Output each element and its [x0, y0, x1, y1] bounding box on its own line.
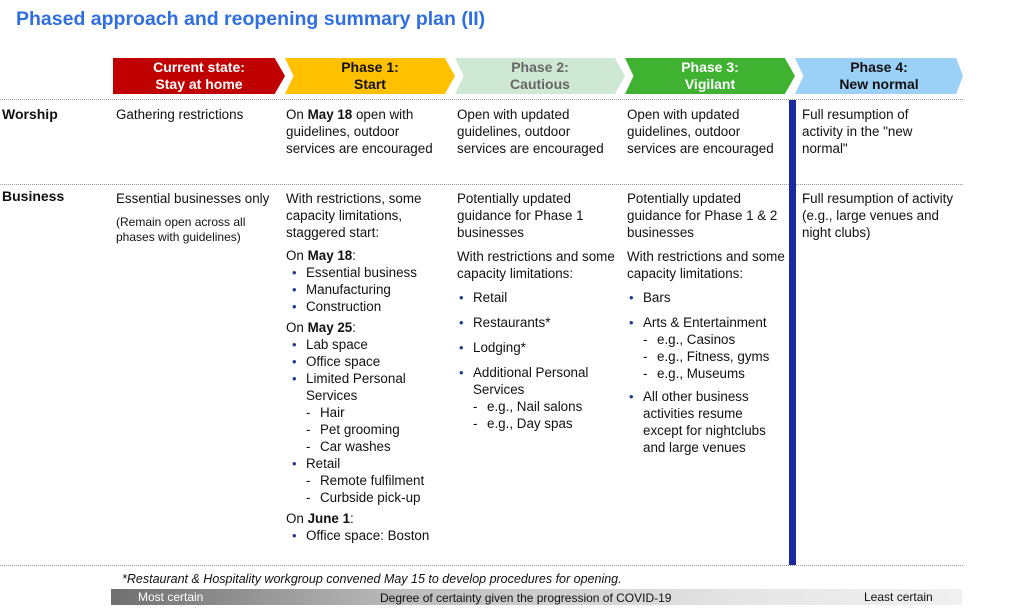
sub-item: e.g., Casinos — [643, 331, 785, 348]
business-phase3-intro: Potentially updated guidance for Phase 1… — [627, 191, 778, 240]
date: May 18 — [307, 107, 353, 122]
phase-header-4: Phase 4: New normal — [795, 58, 963, 94]
group-may18: On May 18: Essential business Manufactur… — [286, 247, 451, 315]
divider — [0, 184, 963, 185]
list-item: Retail — [459, 289, 619, 306]
list-item: Construction — [292, 298, 451, 315]
certainty-middle-label: Degree of certainty given the progressio… — [380, 591, 672, 605]
text: : — [352, 320, 356, 335]
list-item-text: Retail — [306, 456, 341, 471]
business-current-text: Essential businesses only — [116, 191, 270, 206]
sub-item: Hair — [306, 404, 451, 421]
footnote: *Restaurant & Hospitality workgroup conv… — [122, 572, 622, 586]
list-item: All other business activities resume exc… — [629, 388, 785, 456]
phase-header-line2: New normal — [839, 76, 919, 92]
worship-phase1: On May 18 open with guidelines, outdoor … — [286, 106, 451, 157]
text: open with guidelines, outdoor services a… — [286, 107, 433, 156]
business-phase2-intro2: With restrictions and some capacity limi… — [457, 249, 615, 281]
text: On — [286, 511, 308, 526]
row-label-worship: Worship — [2, 106, 58, 122]
phase-header-line2: Cautious — [510, 76, 570, 92]
business-phase1: With restrictions, some capacity limitat… — [286, 190, 451, 544]
phase-header-line2: Vigilant — [684, 76, 736, 92]
sub-item: e.g., Nail salons — [473, 398, 619, 415]
list-item: Lab space — [292, 336, 451, 353]
row-label-business: Business — [2, 188, 65, 204]
phase-header-3: Phase 3: Vigilant — [625, 58, 795, 94]
list-item: Arts & Entertainment e.g., Casinos e.g.,… — [629, 314, 785, 382]
list-item: Essential business — [292, 264, 451, 281]
list-item: Office space: Boston — [292, 527, 451, 544]
group-may25: On May 25: Lab space Office space Limite… — [286, 319, 451, 506]
phase-header-line1: Phase 2: — [511, 59, 569, 75]
date: June 1 — [307, 511, 351, 526]
list-item-text: Additional Personal Services — [473, 365, 589, 397]
text: On — [286, 320, 308, 335]
sub-item: Pet grooming — [306, 421, 451, 438]
phase-divider-bar — [789, 100, 796, 565]
sub-item: e.g., Museums — [643, 365, 785, 382]
list-item: Manufacturing — [292, 281, 451, 298]
business-phase3-intro2: With restrictions and some capacity limi… — [627, 249, 785, 281]
phase-header-line1: Phase 4: — [850, 59, 908, 75]
group-june1: On June 1: Office space: Boston — [286, 510, 451, 544]
list-item-text: Limited Personal Services — [306, 371, 406, 403]
sub-item: e.g., Fitness, gyms — [643, 348, 785, 365]
worship-phase3: Open with updated guidelines, outdoor se… — [627, 107, 774, 156]
worship-current: Gathering restrictions — [116, 107, 244, 122]
text: : — [350, 511, 354, 526]
phase-header-line1: Phase 1: — [341, 59, 399, 75]
list-item: Retail Remote fulfilment Curbside pick-u… — [292, 455, 451, 506]
phase-header-current: Current state: Stay at home — [113, 58, 285, 94]
business-current-note: (Remain open across all phases with guid… — [116, 215, 246, 244]
certainty-right-label: Least certain — [864, 590, 933, 604]
worship-phase2: Open with updated guidelines, outdoor se… — [457, 107, 604, 156]
phase-header-line2: Stay at home — [155, 76, 243, 92]
business-phase2-intro: Potentially updated guidance for Phase 1… — [457, 191, 584, 240]
phase-header-1: Phase 1: Start — [285, 58, 455, 94]
list-item: Lodging* — [459, 339, 619, 356]
phase-header-line1: Current state: — [153, 59, 245, 75]
text: On — [286, 248, 308, 263]
list-item: Restaurants* — [459, 314, 619, 331]
date: May 25 — [307, 320, 353, 335]
sub-item: e.g., Day spas — [473, 415, 619, 432]
business-phase4: Full resumption of activity (e.g., large… — [802, 191, 954, 240]
sub-item: Remote fulfilment — [306, 472, 451, 489]
date: May 18 — [307, 248, 353, 263]
business-current: Essential businesses only (Remain open a… — [116, 190, 276, 245]
phase-header-line2: Start — [354, 76, 386, 92]
divider — [0, 99, 963, 100]
phase-header-2: Phase 2: Cautious — [455, 58, 625, 94]
list-item: Bars — [629, 289, 785, 306]
sub-item: Curbside pick-up — [306, 489, 451, 506]
worship-phase4: Full resumption of activity in the "new … — [802, 107, 913, 156]
text: On — [286, 107, 308, 122]
page-title: Phased approach and reopening summary pl… — [16, 8, 486, 30]
list-item-text: Arts & Entertainment — [643, 315, 767, 330]
business-phase3: Potentially updated guidance for Phase 1… — [627, 190, 785, 456]
certainty-gradient-bar — [111, 589, 962, 605]
list-item: Office space — [292, 353, 451, 370]
divider — [0, 565, 963, 566]
text: : — [352, 248, 356, 263]
certainty-left-label: Most certain — [138, 590, 204, 604]
phase-header-line1: Phase 3: — [681, 59, 739, 75]
business-phase2: Potentially updated guidance for Phase 1… — [457, 190, 619, 432]
list-item: Additional Personal Services e.g., Nail … — [459, 364, 619, 432]
sub-item: Car washes — [306, 438, 451, 455]
business-phase1-intro: With restrictions, some capacity limitat… — [286, 191, 422, 240]
list-item: Limited Personal Services Hair Pet groom… — [292, 370, 451, 455]
